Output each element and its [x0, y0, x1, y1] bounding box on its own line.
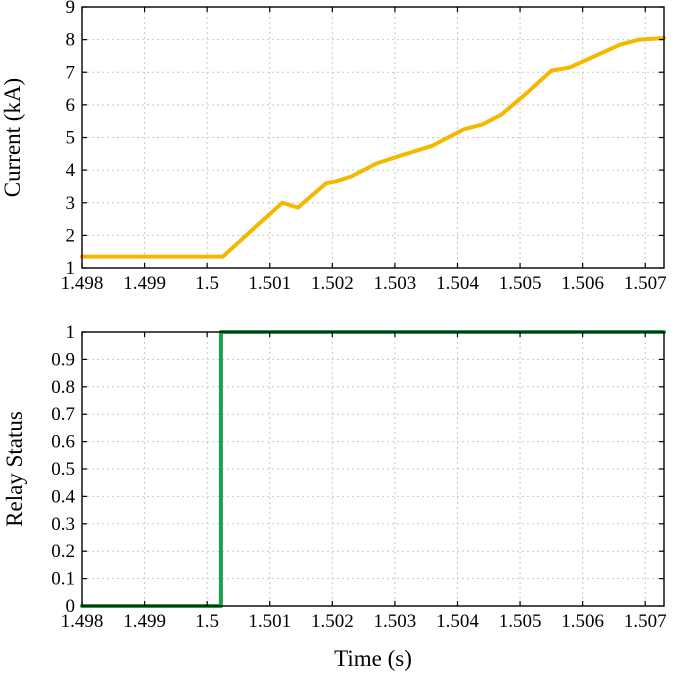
y-tick-label: 0.7 — [51, 404, 75, 425]
y-axis-title: Relay Status — [2, 411, 27, 527]
x-tick-label: 1.504 — [436, 611, 479, 632]
x-tick-label: 1.505 — [499, 273, 542, 294]
y-tick-label: 1 — [66, 258, 76, 279]
y-tick-label: 5 — [66, 128, 76, 149]
y-tick-label: 7 — [66, 62, 76, 83]
current-plot: 1.498 1.499 1.5 1.501 1.502 1.503 1.504 1.505 1.… — [0, 0, 667, 294]
x-tick-label: 1.503 — [374, 273, 417, 294]
x-tick-label: 1.507 — [624, 611, 667, 632]
y-tick-label: 0 — [66, 596, 76, 617]
x-tick-label: 1.5 — [195, 611, 219, 632]
y-tick-label: 9 — [66, 0, 76, 18]
x-tick-label: 1.499 — [123, 611, 166, 632]
y-tick-label: 6 — [66, 95, 76, 116]
relay-status-plot: 1.498 1.499 1.5 1.501 1.502 1.503 1.504 1.505 1.… — [2, 322, 667, 671]
y-tick-label: 0.5 — [51, 459, 75, 480]
y-tick-label: 0.6 — [51, 432, 75, 453]
y-axis-title: Current (kA) — [0, 78, 25, 197]
y-tick-label: 1 — [66, 322, 76, 343]
x-tick-label: 1.501 — [248, 273, 291, 294]
y-tick-label: 0.8 — [51, 377, 75, 398]
x-tick-label: 1.501 — [248, 611, 291, 632]
x-tick-label: 1.498 — [61, 611, 104, 632]
x-axis-title: Time (s) — [334, 646, 412, 671]
x-tick-label: 1.498 — [61, 273, 104, 294]
y-tick-label: 0.2 — [51, 541, 75, 562]
x-tick-label: 1.5 — [195, 273, 219, 294]
x-tick-label: 1.502 — [311, 273, 354, 294]
x-tick-label: 1.502 — [311, 611, 354, 632]
x-tick-label: 1.504 — [436, 273, 479, 294]
y-tick-label: 4 — [66, 160, 76, 181]
x-tick-label: 1.503 — [374, 611, 417, 632]
y-tick-label: 0.9 — [51, 349, 75, 370]
x-tick-label: 1.507 — [624, 273, 667, 294]
y-tick-label: 8 — [66, 30, 76, 51]
x-tick-label: 1.506 — [561, 611, 604, 632]
y-tick-label: 0.4 — [51, 486, 75, 507]
y-tick-label: 3 — [66, 193, 76, 214]
y-tick-label: 0.3 — [51, 514, 75, 535]
y-tick-label: 0.1 — [51, 569, 75, 590]
y-tick-label: 2 — [66, 225, 76, 246]
x-tick-label: 1.506 — [561, 273, 604, 294]
x-tick-label: 1.505 — [499, 611, 542, 632]
x-tick-label: 1.499 — [123, 273, 166, 294]
series-line — [80, 35, 666, 259]
